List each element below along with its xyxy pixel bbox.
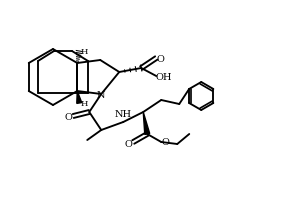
- Polygon shape: [143, 112, 150, 135]
- Text: O: O: [124, 140, 132, 149]
- Text: OH: OH: [156, 72, 172, 81]
- Text: N: N: [97, 90, 106, 99]
- Text: O: O: [156, 54, 164, 63]
- Text: O: O: [64, 112, 72, 121]
- Polygon shape: [77, 92, 82, 104]
- Text: NH: NH: [115, 110, 132, 119]
- Text: O: O: [161, 138, 169, 147]
- Text: H: H: [81, 100, 88, 107]
- Text: H: H: [81, 48, 88, 56]
